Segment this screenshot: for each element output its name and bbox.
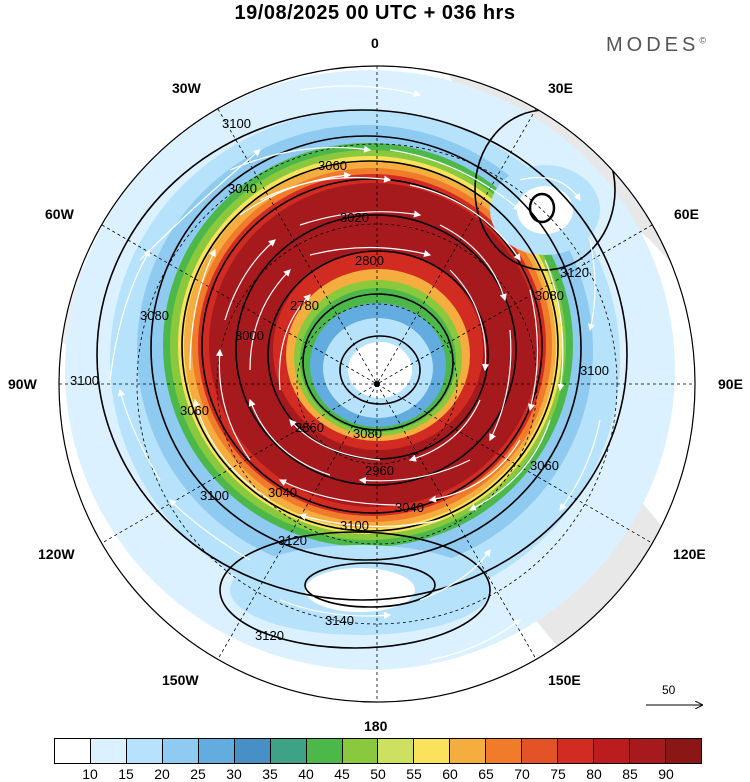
- colorbar-swatch: [306, 739, 343, 763]
- polar-map: 3100 3060 3040 3020 3000 2800 2780 3080 …: [58, 65, 750, 735]
- colorbar-swatch: [665, 739, 701, 763]
- contour-label: 2960: [365, 463, 394, 478]
- copyright-mark: ©: [699, 35, 706, 46]
- contour-label: 2800: [355, 253, 384, 268]
- north-pole-marker: [374, 381, 380, 387]
- colorbar-swatch: [594, 739, 630, 763]
- contour-label: 3040: [228, 181, 257, 196]
- colorbar-tick-label: 90: [658, 766, 674, 782]
- colorbar-tick-label: 10: [82, 766, 98, 782]
- contour-label: 3020: [340, 210, 369, 225]
- colorbar-tick-label: 85: [622, 766, 638, 782]
- south-blob-core: [305, 568, 415, 612]
- lon-label-90w: 90W: [8, 376, 37, 392]
- lon-label-60w: 60W: [45, 206, 74, 222]
- contour-label: 3100: [200, 488, 229, 503]
- colorbar-swatch: [90, 739, 127, 763]
- contour-label: 3060: [180, 403, 209, 418]
- contour-label: 3100: [580, 363, 609, 378]
- colorbar-tick-label: 30: [226, 766, 242, 782]
- colorbar-swatch: [522, 739, 559, 763]
- reference-vector-label: 50: [662, 683, 676, 697]
- contour-label: 3080: [535, 288, 564, 303]
- lon-label-0: 0: [371, 35, 379, 51]
- shaded-wind-field: [59, 66, 695, 702]
- colorbar-swatch: [198, 739, 235, 763]
- colorbar-tick-label: 15: [118, 766, 134, 782]
- colorbar-tick-label: 65: [478, 766, 494, 782]
- brand-name: MODES: [606, 34, 700, 56]
- contour-label: 3000: [235, 328, 264, 343]
- colorbar-swatch: [450, 739, 487, 763]
- lon-label-150w: 150W: [162, 672, 199, 688]
- colorbar-tick-label: 20: [154, 766, 170, 782]
- colorbar-tick-label: 60: [442, 766, 458, 782]
- colorbar-swatch: [162, 739, 199, 763]
- colorbar-tick-label: 45: [334, 766, 350, 782]
- contour-label: 3120: [560, 265, 589, 280]
- colorbar-swatch: [414, 739, 451, 763]
- colorbar-swatch: [234, 739, 271, 763]
- colorbar-swatch: [630, 739, 666, 763]
- colorbar-swatch: [558, 739, 595, 763]
- colorbar-tick-label: 35: [262, 766, 278, 782]
- lon-label-150e: 150E: [548, 672, 581, 688]
- lon-label-120w: 120W: [38, 546, 75, 562]
- colorbar-swatch: [378, 739, 415, 763]
- map-title: 19/08/2025 00 UTC + 036 hrs: [234, 2, 516, 24]
- lon-label-180: 180: [364, 718, 388, 734]
- contour-label-group: 3100 3060 3040 3020 3000 2800 2780 3080 …: [70, 116, 609, 643]
- colorbar-tick-label: 80: [586, 766, 602, 782]
- colorbar-tick-label: 40: [298, 766, 314, 782]
- contour-label: 3100: [340, 518, 369, 533]
- lon-label-30w: 30W: [172, 80, 201, 96]
- colorbar-tick-label: 75: [550, 766, 566, 782]
- colorbar-swatch: [270, 739, 307, 763]
- height-contours: [96, 109, 628, 649]
- colorbar-swatch: [486, 739, 523, 763]
- wind-vectors: [109, 85, 601, 684]
- contour-label: 3040: [395, 500, 424, 515]
- contour-label: 3120: [278, 533, 307, 548]
- colorbar-swatch: [126, 739, 163, 763]
- modes-logo: MODES©: [606, 34, 706, 57]
- contour-label: 3120: [255, 628, 284, 643]
- contour-label: 2780: [290, 298, 319, 313]
- lon-label-60e: 60E: [674, 206, 699, 222]
- lon-label-120e: 120E: [673, 546, 706, 562]
- ne-blob-core: [517, 186, 573, 234]
- contour-label: 3060: [530, 458, 559, 473]
- contour-label: 3100: [222, 116, 251, 131]
- colorbar-tick-label: 55: [406, 766, 422, 782]
- contour-label: 3140: [325, 613, 354, 628]
- lon-label-30e: 30E: [548, 80, 573, 96]
- colorbar-tick-label: 50: [370, 766, 386, 782]
- contour-label: 3060: [318, 158, 347, 173]
- contour-label: 2860: [295, 420, 324, 435]
- colorbar-swatch: [342, 739, 379, 763]
- contour-label: 3040: [268, 485, 297, 500]
- colorbar-swatch: [55, 739, 91, 763]
- contour-label: 3080: [353, 426, 382, 441]
- colorbar-tick-label: 70: [514, 766, 530, 782]
- colorbar-tick-label: 25: [190, 766, 206, 782]
- lon-label-90e: 90E: [718, 376, 743, 392]
- colorbar: [54, 738, 702, 764]
- contour-label: 3100: [70, 373, 99, 388]
- map-border: [58, 65, 696, 703]
- contour-label: 3080: [140, 308, 169, 323]
